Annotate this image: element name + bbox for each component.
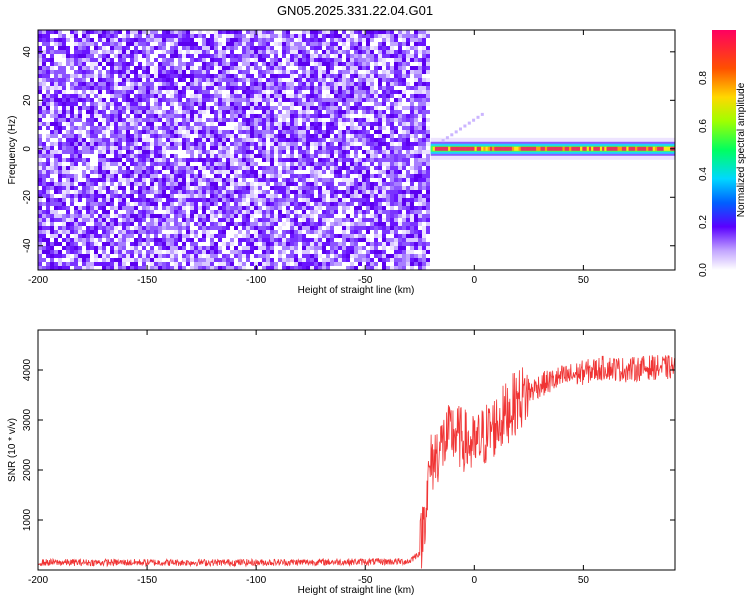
figure-title: GN05.2025.331.22.04.G01 [277,3,433,18]
snr-x-tick-label: -150 [137,575,157,586]
snr-frame [37,329,676,571]
snr-y-tick-label: 2000 [22,458,33,481]
spectrogram-y-tick-label: 40 [22,46,33,58]
colorbar-gradient [712,30,736,270]
colorbar-ticks: 0.0 0.2 0.4 0.6 0.8 [698,71,709,277]
snr-x-tick-label: -200 [28,575,48,586]
spectrogram-x-ticks: -200 -150 -100 -50 0 50 [28,30,589,286]
colorbar-tick-label: 0.8 [698,71,709,85]
colorbar-label: Normalized spectral amplitude [736,82,747,217]
snr-series [37,355,676,569]
colorbar-tick-label: 0.4 [698,167,709,181]
spectrogram-x-tick-label: 0 [472,275,478,286]
snr-x-tick-label: 0 [472,575,478,586]
spectrogram-signal-band [430,112,675,160]
spectrogram-y-axis-label: Frequency (Hz) [7,116,18,185]
spectrogram-x-axis-label: Height of straight line (km) [298,285,415,296]
snr-x-tick-label: -50 [358,575,373,586]
colorbar-tick-label: 0.0 [698,263,709,277]
colorbar-tick-label: 0.6 [698,119,709,133]
snr-panel: -200 -150 -100 -50 0 50 1000 2000 3000 4000 Heig… [7,329,676,596]
spectrogram-y-tick-label: -20 [22,190,33,205]
spectrogram-y-tick-label: -40 [22,238,33,253]
snr-line [37,355,676,569]
spectrogram-y-tick-label: 20 [22,94,33,106]
spectrogram-y-tick-label: 0 [22,146,33,152]
snr-x-ticks: -200 -150 -100 -50 0 50 [28,330,589,586]
snr-x-tick-label: 50 [578,575,590,586]
snr-x-axis-label: Height of straight line (km) [298,585,415,596]
spectrogram-x-tick-label: -100 [246,275,266,286]
spectrogram-x-tick-label: 50 [578,275,590,286]
snr-y-tick-label: 4000 [22,358,33,381]
spectrogram-frame [37,29,676,271]
spectrogram-noise-region [38,30,430,270]
spectrogram-x-tick-label: -200 [28,275,48,286]
snr-y-tick-label: 3000 [22,408,33,431]
spectrogram-x-tick-label: -50 [358,275,373,286]
snr-y-ticks: 1000 2000 3000 4000 [22,358,675,531]
snr-y-axis-label: SNR (10 * v/v) [7,418,18,482]
snr-y-tick-label: 1000 [22,508,33,531]
colorbar: 0.0 0.2 0.4 0.6 0.8 Normalized spectral ampl… [698,30,747,277]
snr-x-tick-label: -100 [246,575,266,586]
colorbar-tick-label: 0.2 [698,215,709,229]
spectrogram-x-tick-label: -150 [137,275,157,286]
spectrogram-y-ticks: -40 -20 0 20 40 [22,46,675,253]
